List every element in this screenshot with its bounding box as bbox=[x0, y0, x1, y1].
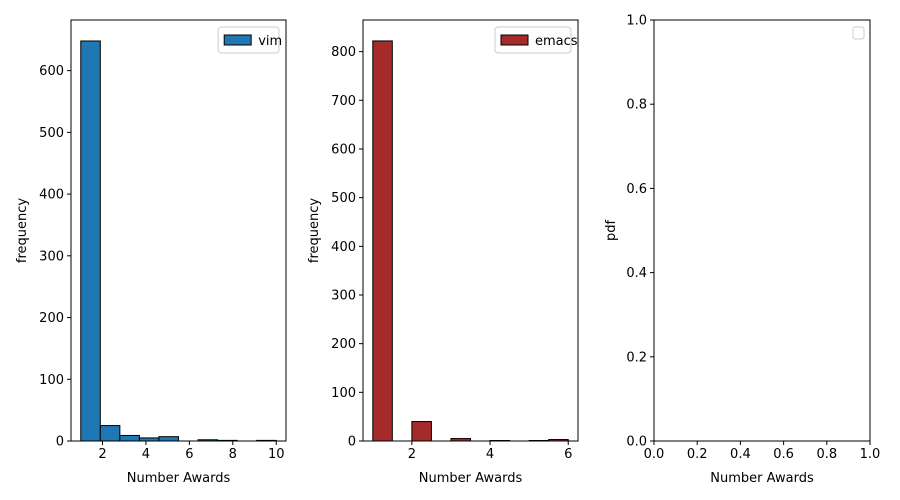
y-tick-label: 0.2 bbox=[626, 350, 647, 365]
x-tick-label: 10 bbox=[268, 447, 285, 462]
legend: emacs bbox=[494, 26, 578, 54]
x-axis-label: Number Awards bbox=[127, 471, 231, 486]
y-tick-label: 300 bbox=[39, 249, 64, 264]
x-axis-label: Number Awards bbox=[710, 471, 814, 486]
y-axis-label: frequency bbox=[307, 198, 322, 264]
x-tick-label: 2 bbox=[98, 447, 106, 462]
y-tick-label: 700 bbox=[331, 94, 356, 109]
y-tick-label: 600 bbox=[39, 64, 64, 79]
y-tick-label: 200 bbox=[39, 311, 64, 326]
y-tick-label: 0 bbox=[348, 435, 356, 450]
legend-label-vim: vim bbox=[258, 34, 282, 49]
bar-vim-1 bbox=[80, 40, 101, 442]
bar-vim-5 bbox=[158, 436, 179, 442]
panel-2: 2 4 6 0 100 200 300 400 500 600 700 800 Number Award… bbox=[307, 19, 579, 486]
legend-swatch-vim bbox=[223, 34, 252, 46]
y-tick-label: 300 bbox=[331, 288, 356, 303]
y-tick-label: 100 bbox=[331, 386, 356, 401]
y-tick-label: 400 bbox=[331, 240, 356, 255]
y-tick-label: 200 bbox=[331, 337, 356, 352]
y-tick-label: 500 bbox=[331, 191, 356, 206]
bar-vim-2 bbox=[99, 425, 121, 442]
y-tick-label: 1.0 bbox=[626, 14, 647, 29]
axes-frame bbox=[70, 19, 287, 442]
axes-frame bbox=[362, 19, 579, 442]
y-tick-label: 800 bbox=[331, 45, 356, 60]
y-tick-label: 500 bbox=[39, 126, 64, 141]
y-tick-label: 0.8 bbox=[626, 98, 647, 113]
x-tick-label: 0.6 bbox=[773, 447, 794, 462]
panel-3: 0.0 0.2 0.4 0.6 0.8 1.0 0.0 0.2 0.4 0.6 0.8 1.0 Numb… bbox=[604, 14, 880, 487]
y-tick-label: 0 bbox=[56, 435, 64, 450]
x-tick-label: 6 bbox=[564, 447, 572, 462]
x-tick-label: 2 bbox=[408, 447, 416, 462]
legend-box bbox=[852, 26, 865, 40]
x-axis-label: Number Awards bbox=[419, 471, 523, 486]
legend: vim bbox=[217, 26, 282, 54]
x-tick-label: 0.2 bbox=[687, 447, 708, 462]
legend-label-emacs: emacs bbox=[535, 34, 578, 49]
legend-swatch-emacs bbox=[500, 34, 529, 46]
y-tick-label: 0.6 bbox=[626, 182, 647, 197]
legend-box bbox=[494, 26, 572, 54]
x-tick-label: 8 bbox=[229, 447, 237, 462]
y-axis-label: frequency bbox=[15, 198, 30, 264]
y-tick-label: 100 bbox=[39, 373, 64, 388]
y-tick-label: 400 bbox=[39, 188, 64, 203]
y-axis-label: pdf bbox=[604, 220, 619, 242]
y-tick-label: 0.4 bbox=[626, 266, 647, 281]
x-tick-label: 4 bbox=[486, 447, 494, 462]
bar-emacs-1 bbox=[372, 40, 393, 442]
y-tick-label: 600 bbox=[331, 142, 356, 157]
bar-emacs-2 bbox=[411, 421, 432, 442]
legend bbox=[852, 26, 865, 40]
x-tick-label: 0.8 bbox=[816, 447, 837, 462]
x-tick-label: 6 bbox=[185, 447, 193, 462]
x-tick-label: 1.0 bbox=[860, 447, 881, 462]
y-tick-label: 0.0 bbox=[626, 435, 647, 450]
axes-frame bbox=[653, 19, 871, 442]
x-tick-label: 0.4 bbox=[730, 447, 751, 462]
x-tick-label: 4 bbox=[142, 447, 150, 462]
x-tick-label: 0.0 bbox=[644, 447, 665, 462]
bar-vim-3 bbox=[119, 434, 140, 442]
